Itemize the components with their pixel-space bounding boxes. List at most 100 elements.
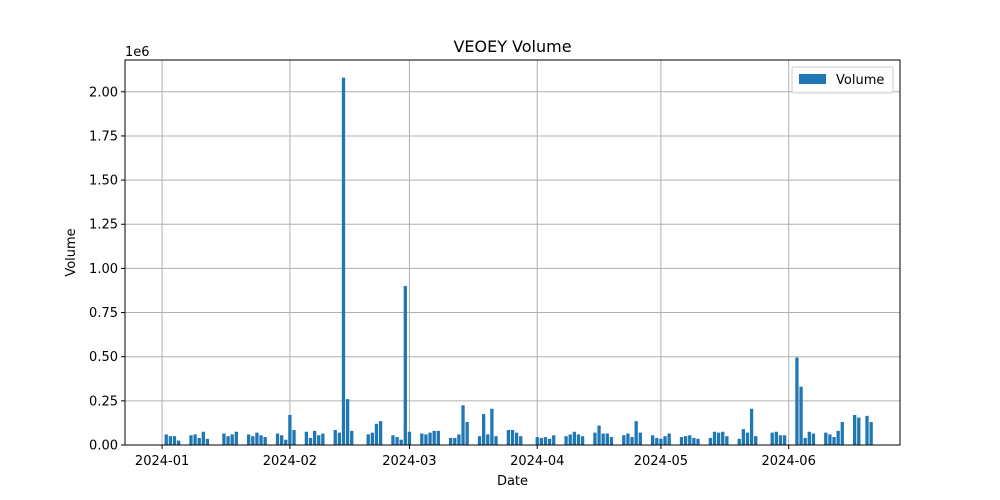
bar — [679, 437, 684, 445]
bar — [716, 432, 721, 445]
bar — [494, 436, 498, 445]
bar — [725, 436, 729, 445]
bars — [164, 77, 873, 445]
bar — [692, 437, 696, 445]
bar — [667, 433, 671, 445]
bar — [449, 437, 453, 445]
legend-box — [791, 66, 894, 94]
bar — [168, 436, 172, 445]
bar — [284, 439, 288, 445]
bar — [539, 437, 544, 445]
y-tick-label: 0.25 — [89, 394, 118, 409]
bar — [576, 434, 581, 445]
bar — [803, 437, 807, 445]
bar — [317, 435, 321, 445]
bar — [580, 436, 585, 445]
bar — [453, 437, 457, 445]
bar — [782, 435, 787, 445]
bar — [601, 433, 605, 445]
bar — [374, 423, 379, 445]
bar — [659, 438, 663, 445]
bar — [292, 429, 296, 445]
bar — [312, 430, 317, 445]
bar — [350, 430, 354, 445]
bar — [164, 434, 168, 445]
bar — [193, 434, 197, 445]
bar — [288, 414, 292, 445]
grid-lines — [125, 60, 900, 446]
bar — [828, 434, 832, 445]
bar — [370, 432, 374, 445]
y-axis-label: Volume — [64, 228, 79, 276]
bar — [865, 415, 869, 445]
bar — [721, 431, 725, 445]
bar — [869, 422, 873, 445]
bar — [436, 430, 440, 445]
bar — [486, 434, 490, 445]
bar — [543, 437, 548, 445]
bar — [514, 432, 519, 445]
bar — [519, 436, 523, 445]
bar — [754, 436, 758, 445]
x-axis-label: Date — [497, 474, 528, 489]
bar — [749, 408, 754, 445]
bar — [176, 440, 181, 445]
bar — [457, 434, 461, 445]
bar — [189, 435, 193, 445]
bar — [552, 435, 556, 445]
bar — [201, 431, 205, 445]
bar — [345, 399, 350, 445]
bar — [712, 431, 717, 445]
bar — [853, 414, 857, 445]
bar — [770, 432, 774, 445]
bar — [259, 435, 263, 445]
y-tick-label: 0.00 — [89, 439, 118, 454]
bar — [506, 429, 511, 445]
bar — [638, 432, 642, 445]
bar — [407, 431, 412, 445]
legend: Volume — [791, 66, 894, 94]
bar — [230, 434, 234, 445]
bar — [280, 435, 284, 445]
bar — [461, 405, 465, 445]
bar — [535, 437, 539, 445]
bar — [333, 429, 337, 445]
bar — [651, 435, 655, 445]
bar — [741, 429, 745, 445]
plot-frame — [124, 59, 901, 446]
bar — [428, 432, 432, 445]
bar — [597, 425, 601, 445]
y-tick-label: 1.50 — [89, 174, 118, 189]
bar — [605, 433, 609, 445]
x-tick-label: 2024-01 — [135, 454, 189, 469]
bar — [172, 436, 177, 445]
bar — [226, 436, 230, 445]
bar — [477, 436, 482, 445]
bar — [737, 438, 741, 445]
x-tick-label: 2024-05 — [634, 454, 688, 469]
bar — [395, 437, 399, 445]
bar — [832, 437, 836, 445]
bar — [630, 437, 634, 445]
bar — [857, 417, 861, 445]
chart-title: VEOEY Volume — [453, 37, 571, 56]
bar — [275, 433, 280, 445]
bar — [321, 433, 325, 445]
legend-swatch — [799, 74, 826, 84]
bar — [304, 431, 309, 445]
bar — [247, 434, 251, 445]
bar — [481, 414, 486, 445]
y-tick-label: 2.00 — [89, 85, 118, 100]
bar — [799, 386, 803, 445]
bar — [399, 439, 403, 445]
bar — [696, 438, 700, 445]
bar — [609, 437, 614, 445]
bar — [688, 435, 692, 445]
bar — [568, 434, 572, 445]
bar — [634, 421, 638, 445]
bar — [420, 433, 424, 445]
y-axis: 0.00 0.25 0.50 0.75 1.00 1.25 1.50 1.75 2.00 — [89, 85, 125, 454]
bar — [251, 436, 255, 445]
bar — [308, 437, 313, 445]
x-tick-label: 2024-04 — [510, 454, 564, 469]
